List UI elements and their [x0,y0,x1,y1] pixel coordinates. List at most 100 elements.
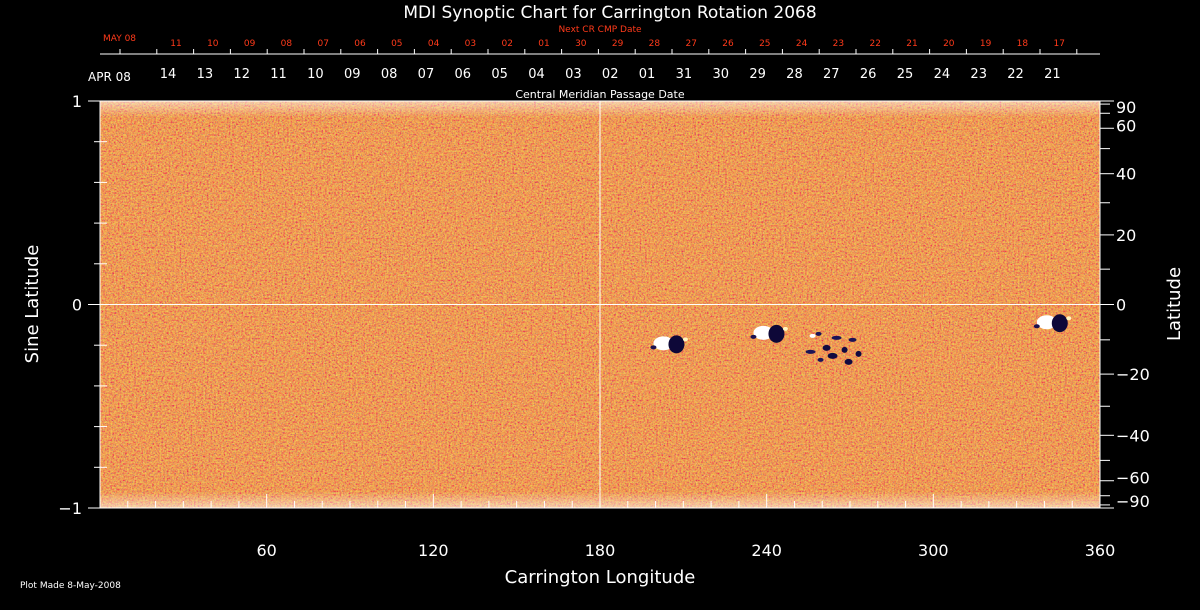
y-right-tick-label: −90 [1116,492,1150,511]
negative-polarity-spot [768,324,785,343]
y-right-tick-label: −60 [1116,469,1150,488]
y-right-axis-label: Latitude [1164,267,1185,341]
top-white-day-label: 03 [565,67,582,82]
active-region-spot [817,357,824,362]
top-red-day-label: 17 [1053,39,1064,49]
top-red-day-label: 08 [281,39,293,49]
active-region-spot [855,350,862,357]
top-red-day-label: 11 [170,39,181,49]
top-red-day-label: 29 [612,39,624,49]
top-white-day-label: 22 [1007,67,1024,82]
top-red-day-label: 05 [391,39,402,49]
x-axis-ticks [127,494,1073,508]
active-region-spot [750,334,757,339]
top-red-day-label: 10 [207,39,219,49]
top-red-month: MAY 08 [103,34,136,44]
top-white-day-label: 08 [381,67,398,82]
top-white-day-label: 28 [786,67,803,82]
top-red-day-label: 27 [685,39,696,49]
y-right-tick-label: 90 [1116,98,1136,117]
active-region-spot [841,346,848,353]
chart-title: MDI Synoptic Chart for Carrington Rotati… [403,3,816,23]
top-white-day-label: 30 [712,67,729,82]
active-region-spot [827,352,838,359]
active-region-spot [831,335,842,340]
top-red-day-label: 25 [759,39,770,49]
top-white-day-label: 11 [270,67,287,82]
y-right-tick-label: 0 [1116,296,1126,315]
active-region-spot [815,331,822,336]
active-region [650,335,688,354]
top-red-day-label: 07 [317,39,328,49]
active-region-spot [782,326,788,331]
top-white-day-label: 02 [602,67,619,82]
top-white-label: Central Meridian Passage Date [515,88,684,101]
top-white-day-label: 27 [823,67,840,82]
top-red-label: Next CR CMP Date [558,25,642,35]
x-tick-label: 240 [751,541,782,560]
active-region-spot [1033,324,1040,329]
top-red-day-label: 28 [649,39,661,49]
top-white-day-labels: 14 13 12 11 10 09 08 07 06 05 04 03 02 01 31 30 29 28 27 26… [160,67,1061,82]
top-white-day-label: 31 [676,67,693,82]
active-region [750,324,788,343]
top-red-ticks [119,49,1078,54]
active-region-spot [650,345,657,350]
active-region [1033,314,1072,333]
positive-polarity-spot [1036,315,1057,330]
negative-polarity-spot [668,335,685,354]
top-red-day-label: 02 [501,39,512,49]
top-red-day-label: 18 [1017,39,1029,49]
positive-polarity-spot [753,325,774,340]
top-white-day-label: 01 [639,67,656,82]
active-region-spot [805,349,816,354]
top-white-day-label: 29 [749,67,766,82]
top-red-day-label: 22 [869,39,880,49]
active-region-spot [682,337,688,342]
negative-polarity-spot [1051,314,1068,333]
active-region-spot [844,358,853,365]
top-red-day-label: 04 [428,39,440,49]
top-white-day-label: 07 [418,67,435,82]
top-white-day-label: 24 [934,67,951,82]
top-red-day-label: 30 [575,39,587,49]
top-white-day-label: 13 [197,67,214,82]
x-tick-label: 60 [256,541,276,560]
x-axis-label: Carrington Longitude [505,567,696,588]
top-white-day-label: 10 [307,67,324,82]
y-right-tick-label: −20 [1116,365,1150,384]
y-right-tick-label: 20 [1116,226,1136,245]
plot-made-footer: Plot Made 8-May-2008 [20,581,121,591]
x-tick-label: 300 [918,541,949,560]
top-red-day-label: 09 [244,39,256,49]
y-right-tick-label: −40 [1116,426,1150,445]
x-axis-tick-labels: 60 120 180 240 300 360 [256,541,1115,560]
x-tick-label: 180 [585,541,616,560]
y-right-tick-label: 60 [1116,116,1136,135]
y-left-axis-label: Sine Latitude [22,245,43,364]
y-left-tick-label: 1 [72,92,82,111]
top-white-day-label: 14 [160,67,177,82]
top-white-day-label: 04 [528,67,545,82]
top-white-day-label: 25 [897,67,914,82]
active-region-spot [809,333,816,338]
top-red-day-label: 03 [465,39,476,49]
y-left-tick-label: −1 [58,499,82,518]
top-red-day-label: 19 [980,39,992,49]
top-white-day-label: 21 [1044,67,1061,82]
active-region-spot [1066,316,1072,321]
positive-polarity-spot [653,336,674,351]
top-red-day-label: 06 [354,39,366,49]
active-regions [650,314,1072,365]
top-white-day-label: 06 [455,67,472,82]
top-white-day-label: 05 [491,67,508,82]
y-left-axis: 1 0 −1 [58,92,107,518]
y-right-tick-label: 40 [1116,165,1136,184]
x-tick-label: 120 [418,541,449,560]
top-red-day-label: 23 [833,39,844,49]
active-region-spot [822,344,831,351]
top-red-day-label: 24 [796,39,808,49]
top-red-day-labels: 11 10 09 08 07 06 05 04 03 02 01 30 29 28 27 26 25 24 23 22… [170,39,1065,49]
